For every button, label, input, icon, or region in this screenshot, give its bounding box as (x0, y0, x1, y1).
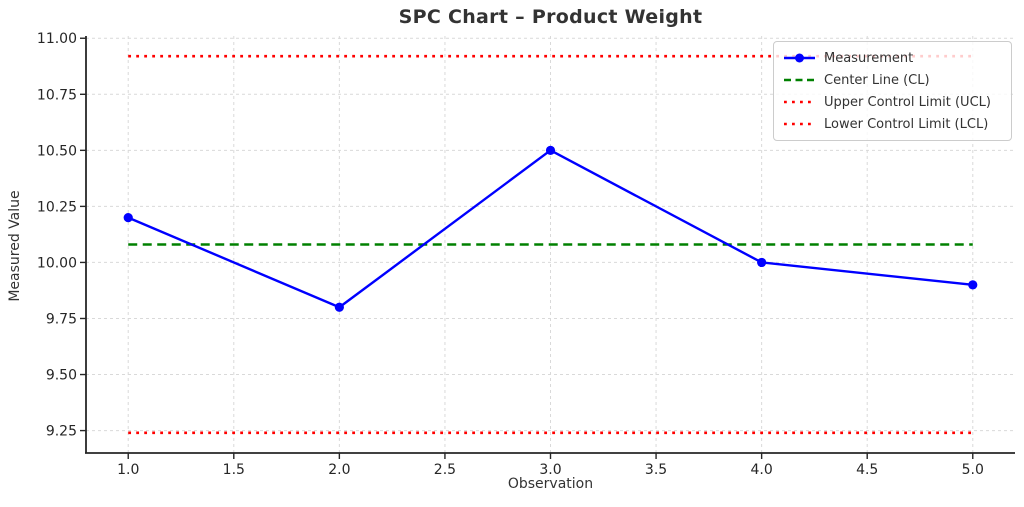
ucl-line-sample-icon (784, 100, 815, 104)
y-tick-label: 10.25 (37, 199, 77, 215)
y-tick-label: 9.25 (46, 424, 77, 440)
x-tick-label: 2.0 (328, 462, 350, 478)
y-tick-label: 10.50 (37, 143, 77, 159)
legend: Measurement Center Line (CL) Upper Contr… (773, 41, 1012, 141)
chart-title: SPC Chart – Product Weight (398, 6, 703, 28)
y-tick-label: 9.50 (46, 368, 77, 384)
y-tick-label: 10.75 (37, 87, 77, 103)
y-tick-label: 9.75 (46, 311, 77, 327)
x-tick-label: 5.0 (962, 462, 984, 478)
x-tick-label: 4.5 (856, 462, 878, 478)
legend-item-center-line: Center Line (CL) (783, 69, 1005, 91)
y-tick-label: 10.00 (37, 255, 77, 271)
y-axis-label: Measured Value (7, 190, 23, 302)
y-ticks: 11.00 10.75 10.50 10.25 10.00 9.75 9.50 9.25 (37, 31, 86, 440)
x-tick-label: 1.0 (117, 462, 139, 478)
x-tick-label: 2.5 (434, 462, 456, 478)
x-tick-label: 3.5 (645, 462, 667, 478)
x-ticks: 1.0 1.5 2.0 2.5 3.0 3.5 4.0 4.5 5.0 (117, 453, 984, 478)
legend-item-lcl: Lower Control Limit (LCL) (783, 113, 1005, 135)
measurement-line-sample-icon (784, 53, 815, 63)
legend-label: Lower Control Limit (LCL) (824, 116, 989, 132)
data-point (334, 302, 344, 312)
data-point (123, 212, 133, 223)
x-axis-label: Observation (507, 476, 594, 492)
x-tick-label: 1.5 (223, 462, 245, 478)
legend-label: Upper Control Limit (UCL) (824, 94, 991, 110)
legend-item-measurement: Measurement (783, 47, 1005, 69)
x-tick-label: 4.0 (751, 462, 773, 478)
data-point (757, 257, 767, 268)
center-line-sample-icon (784, 78, 815, 82)
data-point (545, 145, 556, 155)
legend-label: Measurement (824, 50, 914, 66)
y-tick-label: 11.00 (37, 31, 77, 47)
lcl-line-sample-icon (784, 122, 815, 126)
data-point (968, 280, 978, 290)
legend-label: Center Line (CL) (824, 72, 930, 88)
legend-item-ucl: Upper Control Limit (UCL) (783, 91, 1005, 113)
x-tick-label: 3.0 (539, 462, 561, 478)
